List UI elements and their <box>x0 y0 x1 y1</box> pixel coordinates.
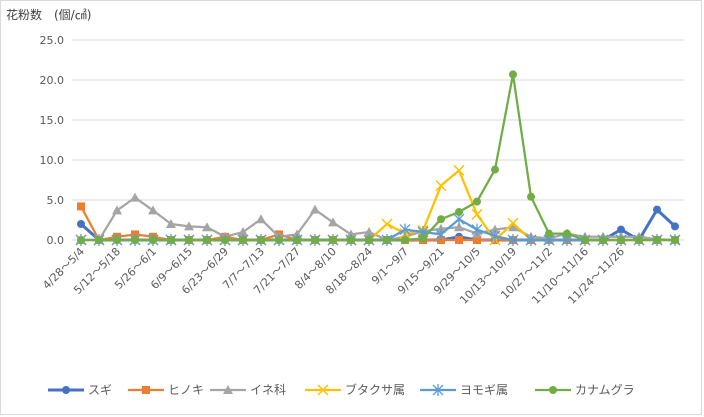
series-3-line <box>81 169 675 242</box>
series-5-point <box>437 215 445 224</box>
series-5-point <box>401 236 409 244</box>
series-2-point <box>346 229 356 239</box>
series-2-point <box>238 227 248 236</box>
series-2-point <box>364 227 374 236</box>
series-2-point <box>202 222 212 232</box>
series-5-point <box>563 229 571 238</box>
series-5-point <box>455 208 463 216</box>
series-5-line <box>81 73 675 242</box>
series-5-point <box>491 165 499 174</box>
legend-label: スギ <box>88 383 112 397</box>
series-2-point <box>112 205 122 215</box>
series-5-point <box>581 236 589 244</box>
series-5-point <box>671 236 679 244</box>
series-5-point <box>131 236 139 244</box>
legend-label: イネ科 <box>250 383 286 397</box>
series-5-point <box>509 70 517 79</box>
series-5-point <box>239 236 247 244</box>
series-3-point <box>381 218 393 230</box>
legend-marker <box>317 384 329 396</box>
legend-label: ヒノキ <box>168 383 204 397</box>
series-5-point <box>617 236 625 244</box>
series-5-point <box>149 236 157 244</box>
y-tick-label: 20.0 <box>40 74 65 87</box>
series-5-point <box>329 236 337 244</box>
series-5-point <box>365 236 373 244</box>
series-2-point <box>292 229 302 239</box>
legend-marker <box>62 386 70 394</box>
series-4-point <box>507 234 519 246</box>
series-0-point <box>653 205 661 214</box>
series-2-point <box>490 224 500 234</box>
legend-marker <box>549 386 557 394</box>
series-5-point <box>653 236 661 244</box>
series-5-point <box>527 192 535 201</box>
series-0-point <box>617 225 625 234</box>
series-3-point <box>507 217 519 229</box>
legend-marker <box>142 386 150 394</box>
series-5-point <box>167 236 175 244</box>
series-5-point <box>293 236 301 244</box>
series-2-point <box>454 222 464 232</box>
series-4-point <box>525 234 537 246</box>
series-5-point <box>203 236 211 244</box>
series-5-point <box>599 236 607 244</box>
y-tick-label: 5.0 <box>47 194 65 207</box>
series-2-point <box>328 217 338 227</box>
series-2-line <box>81 196 676 242</box>
series-0-point <box>671 222 679 231</box>
series-3-point <box>471 208 483 220</box>
series-2-point <box>256 214 266 224</box>
series-1-point <box>77 202 85 211</box>
series-2-point <box>148 205 158 215</box>
series-5-point <box>275 236 283 244</box>
series-5-point <box>635 236 643 244</box>
series-0-point <box>77 220 85 228</box>
series-4-point <box>489 230 501 242</box>
series-2-point <box>166 219 176 228</box>
series-2-point <box>130 192 140 202</box>
series-4-point <box>435 228 447 241</box>
series-1-point <box>455 236 463 244</box>
y-tick-label: 15.0 <box>40 114 65 127</box>
y-tick-label: 10.0 <box>40 154 65 167</box>
series-2-point <box>508 222 518 232</box>
series-5-point <box>95 236 103 244</box>
series-5-point <box>473 197 481 206</box>
series-5-point <box>347 236 355 244</box>
y-tick-label: 25.0 <box>40 34 65 47</box>
series-5-point <box>545 229 553 238</box>
series-5-point <box>257 236 265 244</box>
series-3-point <box>435 180 447 192</box>
legend-marker <box>432 384 444 396</box>
series-2-point <box>436 223 446 233</box>
series-5-point <box>113 236 121 244</box>
legend-marker <box>223 385 233 394</box>
series-5-point <box>185 236 193 244</box>
legend-label: ヨモギ属 <box>460 383 508 397</box>
series-2-point <box>310 204 320 214</box>
series-5-point <box>419 234 427 243</box>
y-axis-label: 花粉数 (個/㎠) <box>6 8 92 22</box>
series-3-point <box>453 164 465 176</box>
series-1-point <box>473 236 481 244</box>
legend-label: ブタクサ属 <box>345 382 405 397</box>
series-5-point <box>311 236 319 244</box>
series-5-point <box>77 236 85 244</box>
series-5-point <box>383 236 391 244</box>
series-4-point <box>471 223 483 236</box>
legend-label: カナムグラ <box>575 383 635 397</box>
series-4-point <box>399 223 411 236</box>
series-2-point <box>184 221 194 231</box>
y-tick-label: 0.0 <box>47 234 65 247</box>
series-5-point <box>221 236 229 244</box>
